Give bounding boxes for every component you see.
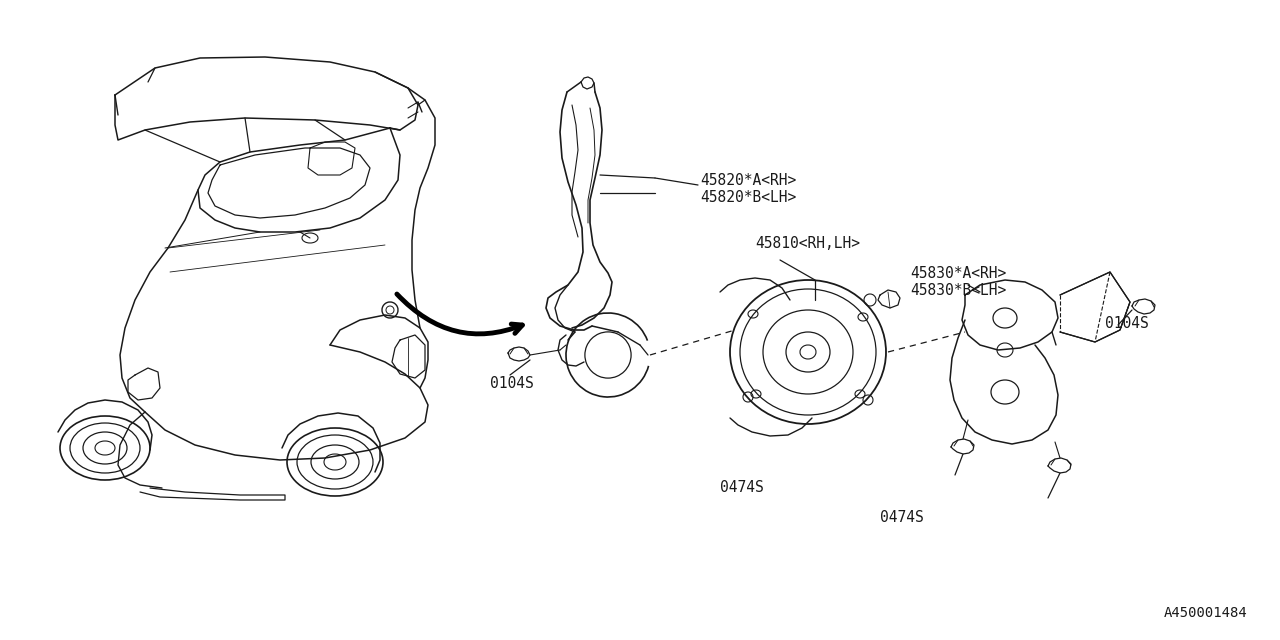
Text: 45830*A<RH>: 45830*A<RH> — [910, 266, 1006, 281]
Text: 0474S: 0474S — [881, 510, 924, 525]
Text: 45820*B<LH>: 45820*B<LH> — [700, 190, 796, 205]
Text: 45820*A<RH>: 45820*A<RH> — [700, 173, 796, 188]
Text: 0104S: 0104S — [1105, 316, 1148, 331]
Text: 0104S: 0104S — [490, 376, 534, 391]
Text: 45810<RH,LH>: 45810<RH,LH> — [755, 236, 860, 251]
Text: 45830*B<LH>: 45830*B<LH> — [910, 283, 1006, 298]
Text: 0474S: 0474S — [721, 480, 764, 495]
Text: A450001484: A450001484 — [1165, 606, 1248, 620]
